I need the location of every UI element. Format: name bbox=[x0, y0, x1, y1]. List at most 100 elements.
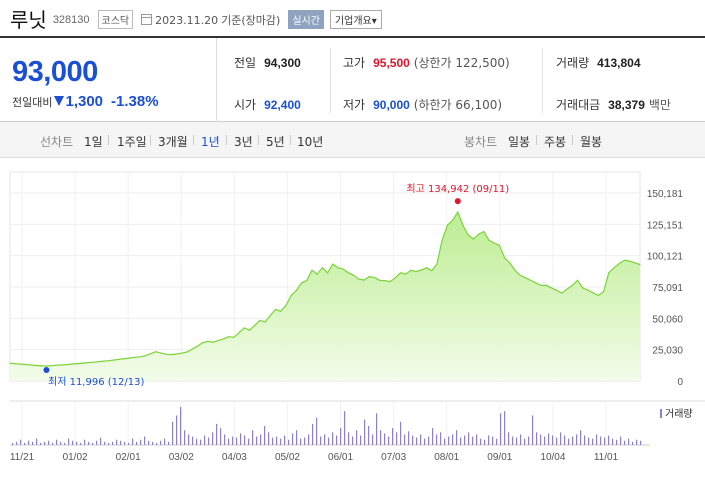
volume-bar bbox=[136, 441, 138, 445]
price-point bbox=[165, 353, 167, 355]
price-point bbox=[222, 338, 225, 340]
change-label: 전일대비 bbox=[12, 96, 53, 109]
tab-monthly[interactable]: 월봉 bbox=[580, 135, 603, 149]
price-point bbox=[144, 355, 146, 357]
volume-bar bbox=[16, 441, 18, 445]
quote-date: 2023.11.20 bbox=[155, 13, 219, 27]
volume-bar bbox=[188, 434, 190, 445]
price-point bbox=[269, 314, 271, 317]
price-point bbox=[628, 260, 631, 262]
volume-bar bbox=[640, 440, 642, 445]
volume-bar bbox=[116, 439, 118, 445]
volume-bars bbox=[12, 407, 642, 445]
volume-bar bbox=[576, 434, 578, 445]
volume-bar bbox=[104, 441, 106, 445]
volume-bar bbox=[140, 439, 142, 445]
price-point bbox=[321, 267, 323, 269]
x-tick-label: 02/01 bbox=[116, 452, 141, 463]
volume-bar bbox=[244, 435, 246, 445]
price-point bbox=[613, 267, 615, 269]
price-point bbox=[316, 273, 318, 275]
volume-bar bbox=[52, 442, 54, 445]
tab-5-years[interactable]: 5년 bbox=[266, 135, 285, 149]
volume-bar bbox=[496, 438, 498, 445]
volume-bar bbox=[332, 432, 334, 445]
price-point bbox=[347, 272, 350, 274]
volume-bar bbox=[296, 430, 298, 445]
tab-1-week[interactable]: 1주일 bbox=[117, 135, 147, 149]
volume-bar bbox=[304, 437, 306, 445]
price-point bbox=[524, 277, 527, 279]
volume-bar bbox=[92, 442, 94, 445]
price-point bbox=[170, 353, 173, 356]
x-tick-label: 08/01 bbox=[434, 452, 459, 463]
volume-bar bbox=[380, 430, 382, 445]
volume-bar bbox=[412, 435, 414, 445]
price-point bbox=[379, 279, 381, 281]
volume-bar bbox=[248, 438, 250, 445]
price-point bbox=[634, 262, 636, 264]
volume-bar bbox=[324, 434, 326, 445]
volume-bar bbox=[452, 434, 454, 445]
volume-bar bbox=[300, 438, 302, 445]
volume-bar bbox=[604, 437, 606, 445]
volume-bar bbox=[124, 441, 126, 445]
prev-close-label: 전일 bbox=[234, 56, 257, 70]
low-value: 90,000 bbox=[373, 98, 410, 112]
realtime-button[interactable]: 실시간 bbox=[288, 10, 324, 29]
price-change-row: 전일대비 1,300 -1.38% bbox=[12, 93, 159, 110]
price-point bbox=[51, 365, 53, 367]
volume-bar bbox=[224, 434, 226, 445]
volume-bar bbox=[336, 435, 338, 445]
volume-bar bbox=[64, 442, 66, 445]
tab-3-years[interactable]: 3년 bbox=[234, 135, 253, 149]
volume-bar bbox=[112, 441, 114, 445]
price-point bbox=[196, 345, 199, 347]
price-point bbox=[540, 284, 542, 286]
volume-bar bbox=[48, 440, 50, 445]
volume-legend-swatch bbox=[660, 409, 662, 418]
volume-bar bbox=[160, 440, 162, 445]
price-point bbox=[342, 268, 344, 270]
volume-bar bbox=[24, 442, 26, 445]
tab-daily[interactable]: 일봉 bbox=[508, 135, 531, 149]
volume-bar bbox=[504, 411, 506, 445]
price-point bbox=[71, 363, 74, 365]
y-tick-label: 100,121 bbox=[647, 252, 684, 263]
tab-10-years[interactable]: 10년 bbox=[297, 135, 324, 149]
max-point-marker bbox=[454, 198, 461, 205]
volume-bar bbox=[492, 436, 494, 445]
price-points bbox=[9, 211, 641, 367]
stock-code: 328130 bbox=[52, 14, 90, 26]
volume-bar bbox=[96, 440, 98, 445]
tab-1-year[interactable]: 1년 bbox=[201, 135, 220, 149]
price-point bbox=[295, 289, 297, 291]
price-point bbox=[472, 238, 474, 240]
volume-bar bbox=[408, 431, 410, 445]
volume-bar bbox=[108, 442, 110, 445]
x-axis-ticks: 11/21 01/02 02/01 03/02 04/03 05/02 06/01 07/03… bbox=[10, 452, 619, 463]
price-point bbox=[373, 276, 376, 279]
volume-bar bbox=[592, 438, 594, 445]
volume-bar bbox=[624, 440, 626, 445]
tab-weekly[interactable]: 주봉 bbox=[544, 135, 567, 149]
tab-1-day[interactable]: 1일 bbox=[84, 135, 103, 149]
price-point bbox=[228, 336, 230, 338]
price-point bbox=[191, 348, 193, 350]
price-point bbox=[264, 321, 266, 323]
price-point bbox=[66, 364, 68, 366]
volume-bar bbox=[144, 436, 146, 445]
tab-3-months[interactable]: 3개월 bbox=[158, 135, 188, 149]
calendar-icon bbox=[141, 14, 153, 25]
volume-bar bbox=[196, 438, 198, 445]
price-point bbox=[92, 361, 94, 363]
price-point bbox=[405, 273, 407, 275]
volume-bar bbox=[440, 432, 442, 445]
volume-bar bbox=[168, 441, 170, 445]
price-point bbox=[280, 310, 282, 312]
volume-bar bbox=[356, 430, 358, 445]
company-overview-button[interactable]: 기업개요▾ bbox=[329, 10, 382, 29]
volume-bar bbox=[264, 426, 266, 445]
volume-bar bbox=[608, 435, 610, 445]
volume-bar bbox=[636, 439, 638, 445]
